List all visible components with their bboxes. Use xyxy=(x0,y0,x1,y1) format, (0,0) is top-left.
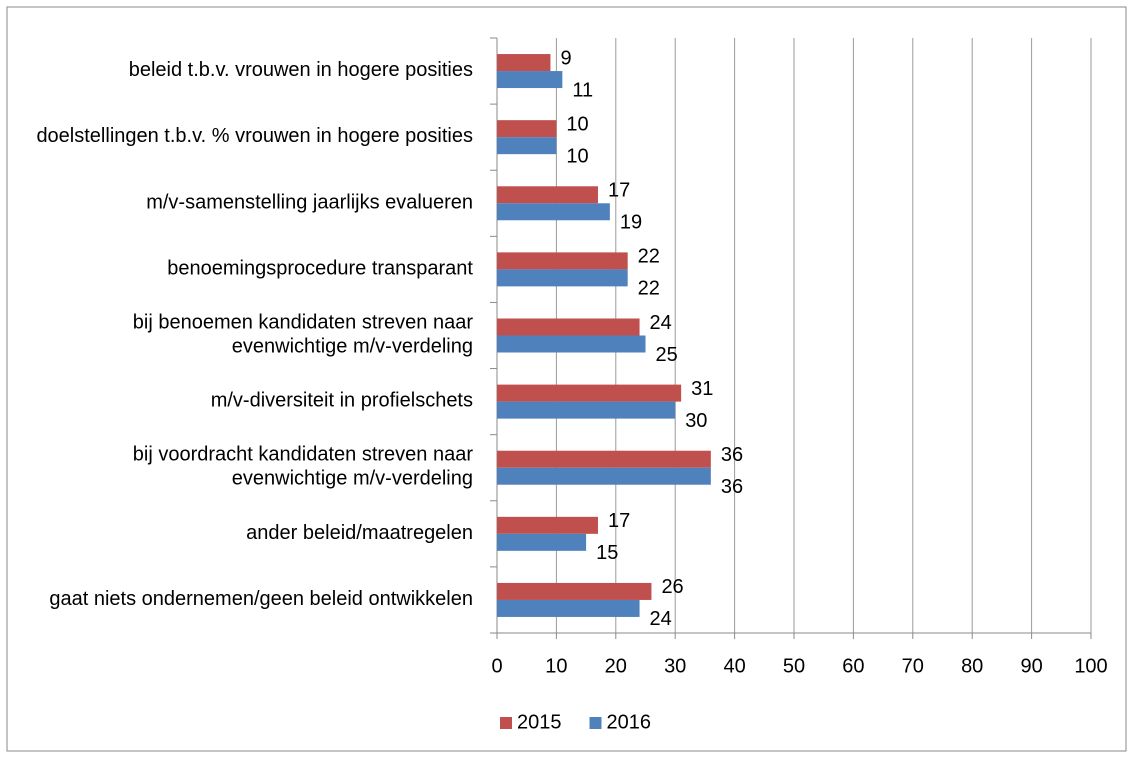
value-label: 11 xyxy=(572,79,593,101)
y-tick-label: benoemingsprocedure transparant xyxy=(167,258,473,280)
value-label: 22 xyxy=(638,246,660,268)
bar xyxy=(497,599,640,617)
bar xyxy=(497,137,557,155)
bar xyxy=(497,318,640,336)
value-label: 9 xyxy=(560,47,571,69)
bar xyxy=(497,203,610,221)
bar xyxy=(497,186,598,204)
value-label: 25 xyxy=(656,344,678,366)
x-tick-label: 70 xyxy=(902,655,924,677)
bar xyxy=(497,450,711,468)
y-tick-label: m/v-diversiteit in profielschets xyxy=(211,390,473,412)
x-tick-label: 60 xyxy=(842,655,864,677)
chart-border xyxy=(6,6,1127,752)
y-tick-label: gaat niets ondernemen/geen beleid ontwik… xyxy=(49,588,473,610)
bar xyxy=(497,120,557,138)
value-label: 19 xyxy=(620,212,642,234)
bar xyxy=(497,401,676,419)
bar xyxy=(497,71,563,89)
value-label: 26 xyxy=(661,576,683,598)
value-label: 10 xyxy=(566,113,588,135)
value-label: 24 xyxy=(650,608,672,630)
value-label: 30 xyxy=(685,410,707,432)
value-label: 17 xyxy=(608,510,630,532)
y-tick-label: m/v-samenstelling jaarlijks evalueren xyxy=(146,192,473,214)
x-tick-label: 50 xyxy=(783,655,805,677)
x-tick-label: 80 xyxy=(961,655,983,677)
x-tick-label: 30 xyxy=(664,655,686,677)
legend-label: 2016 xyxy=(607,711,652,733)
y-tick-label: ander beleid/maatregelen xyxy=(246,522,473,544)
y-tick-label: bij voordracht kandidaten streven naar ev… xyxy=(133,444,474,490)
value-label: 24 xyxy=(650,312,672,334)
value-label: 31 xyxy=(691,378,713,400)
bar xyxy=(497,252,628,270)
x-tick-label: 90 xyxy=(1020,655,1042,677)
x-tick-label: 100 xyxy=(1074,655,1107,677)
legend-swatch xyxy=(589,717,602,729)
value-label: 22 xyxy=(638,278,660,300)
value-label: 36 xyxy=(721,476,743,498)
value-label: 17 xyxy=(608,180,630,202)
bar xyxy=(497,582,652,600)
legend-label: 2015 xyxy=(517,711,562,733)
legend-swatch xyxy=(500,717,512,729)
value-label: 15 xyxy=(596,542,618,564)
bar xyxy=(497,335,646,353)
bar xyxy=(497,54,551,72)
x-tick-label: 40 xyxy=(723,655,745,677)
bar xyxy=(497,384,682,402)
x-tick-label: 10 xyxy=(545,655,567,677)
x-tick-label: 20 xyxy=(605,655,627,677)
bar xyxy=(497,533,587,551)
y-tick-label: doelstellingen t.b.v. % vrouwen in hoger… xyxy=(36,125,473,147)
value-label: 10 xyxy=(566,145,588,167)
bar xyxy=(497,269,628,287)
x-tick-label: 0 xyxy=(491,655,502,677)
y-tick-label: beleid t.b.v. vrouwen in hogere posities xyxy=(129,59,473,81)
bar xyxy=(497,516,598,534)
value-label: 36 xyxy=(721,444,743,466)
y-tick-label: bij benoemen kandidaten streven naar even… xyxy=(133,312,474,358)
bar xyxy=(497,467,711,485)
